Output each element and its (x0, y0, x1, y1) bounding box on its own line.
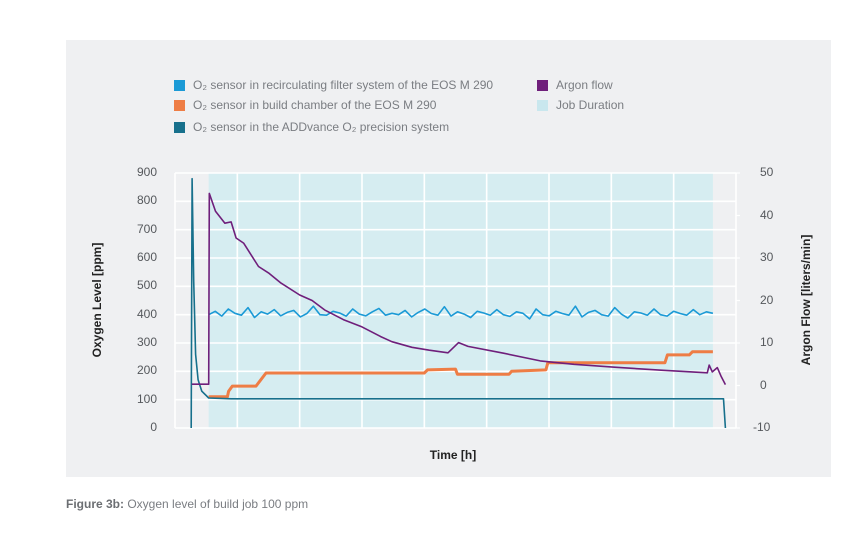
y-tick-label: 200 (136, 363, 157, 378)
legend-label: O₂ sensor in the ADDvance O₂ precision s… (193, 120, 450, 134)
y-tick-label: 0 (150, 420, 157, 434)
legend-item-build-chamber: O₂ sensor in build chamber of the EOS M … (174, 98, 436, 112)
caption-label: Figure 3b: (66, 497, 125, 511)
series-line-3 (191, 192, 727, 385)
legend-label: O₂ sensor in recirculating filter system… (193, 78, 494, 92)
y2-axis-title: Argon Flow [liters/min] (799, 234, 813, 366)
legend-item-recirculating: O₂ sensor in recirculating filter system… (174, 78, 493, 92)
series-line-2 (190, 177, 727, 429)
y2-tick-label: -10 (753, 420, 771, 434)
y2-tick-label: 50 (760, 165, 774, 179)
legend-label: O₂ sensor in build chamber of the EOS M … (193, 98, 437, 112)
y-tick-label: 700 (136, 221, 157, 236)
caption-text: Oxygen level of build job 100 ppm (124, 497, 309, 511)
legend-swatch (537, 99, 548, 111)
y2-tick-label: 0 (760, 377, 767, 392)
legend-swatch (174, 121, 185, 133)
series-line-1 (208, 350, 713, 399)
series-line-0 (208, 305, 714, 320)
x-axis-title: Time [h] (429, 448, 477, 462)
legend-label: Job Duration (556, 98, 625, 112)
y2-tick-label: 10 (760, 335, 774, 349)
figure-caption: Figure 3b: Oxygen level of build job 100… (66, 497, 308, 511)
y-tick-label: 100 (136, 391, 157, 406)
y-tick-label: 300 (136, 335, 157, 349)
y-tick-label: 800 (136, 193, 157, 208)
legend-swatch (174, 79, 185, 91)
y2-tick-label: 20 (760, 292, 774, 307)
y2-tick-label: 30 (760, 250, 774, 264)
y2-tick-label: 40 (760, 207, 774, 222)
legend-label: Argon flow (556, 78, 613, 92)
legend-swatch (174, 99, 185, 111)
job-duration-band (208, 173, 713, 428)
legend-swatch (537, 79, 548, 91)
legend-item-job-duration: Job Duration (537, 98, 624, 112)
y-tick-label: 500 (136, 278, 157, 293)
y-tick-label: 400 (136, 306, 157, 321)
y-tick-label: 900 (136, 165, 157, 179)
y-tick-label: 600 (136, 250, 157, 264)
legend-item-argon: Argon flow (537, 78, 613, 92)
legend-item-addvance: O₂ sensor in the ADDvance O₂ precision s… (174, 120, 449, 134)
y-axis-title: Oxygen Level [ppm] (90, 242, 104, 358)
